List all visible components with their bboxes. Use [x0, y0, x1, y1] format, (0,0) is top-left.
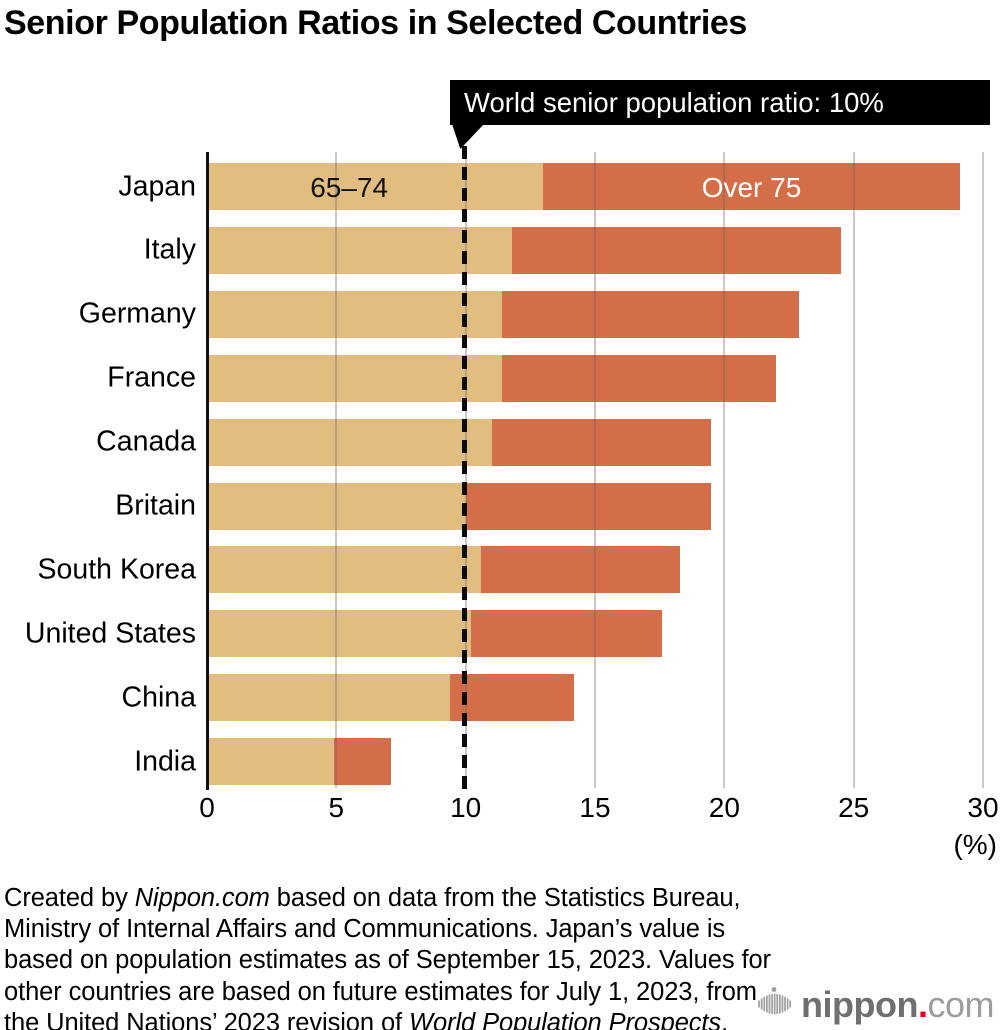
logo-text-nippon: nippon	[801, 984, 918, 1025]
x-tick-label-10: 10	[450, 792, 482, 823]
source-note-line: other countries are based on future esti…	[4, 977, 757, 1006]
logo-dot: .	[917, 984, 928, 1025]
bar-segment-france-65-74	[207, 354, 502, 402]
gridline-30	[982, 152, 984, 788]
category-label-south-korea: South Korea	[37, 553, 196, 586]
source-note-line: the United Nations’ 2023 revision of Wor…	[4, 1008, 729, 1030]
bar-segment-united-states-over-75	[470, 610, 663, 658]
gridline-20	[723, 152, 726, 788]
source-note: Created by Nippon.com based on data from…	[4, 883, 784, 1030]
logo-text-com: com	[927, 984, 994, 1025]
gridline-25	[852, 152, 855, 788]
x-tick-label-25: 25	[838, 792, 870, 823]
bar-segment-japan-over-75	[543, 163, 960, 210]
bar-segment-united-states-65-74	[207, 610, 471, 658]
x-tick-label-5: 5	[328, 792, 345, 823]
x-tick-label-0: 0	[199, 792, 215, 823]
bar-segment-canada-65-74	[207, 418, 492, 466]
chart-title: Senior Population Ratios in Selected Cou…	[4, 4, 747, 42]
x-tick-label-15: 15	[579, 792, 611, 823]
bar-segment-germany-over-75	[501, 290, 800, 338]
bar-segment-britain-over-75	[465, 482, 712, 530]
nippon-logo: nippon.com	[755, 984, 994, 1023]
category-label-canada: Canada	[96, 425, 196, 458]
source-note-line: Created by Nippon.com based on data from…	[4, 884, 741, 912]
gridline-5	[335, 152, 338, 788]
x-tick-label-20: 20	[708, 792, 740, 823]
bar-segment-canada-over-75	[491, 418, 712, 466]
bar-segment-south-korea-over-75	[481, 546, 681, 594]
category-label-china: China	[121, 681, 196, 714]
legend-label-65-74: 65–74	[310, 171, 389, 203]
x-axis-unit-label: (%)	[953, 829, 997, 860]
annotation-pointer-triangle	[452, 124, 484, 149]
legend-label-over-75: Over 75	[701, 171, 802, 203]
bar-segment-britain-65-74	[207, 482, 466, 530]
category-label-germany: Germany	[78, 297, 196, 330]
category-label-india: India	[134, 745, 196, 778]
bar-segment-south-korea-65-74	[207, 546, 482, 594]
bar-segment-italy-over-75	[512, 226, 841, 274]
bar-segment-france-over-75	[501, 354, 777, 402]
x-tick-label-30: 30	[967, 792, 999, 823]
source-note-line: Ministry of Internal Affairs and Communi…	[4, 915, 726, 944]
annotation-label: World senior population ratio: 10%	[464, 87, 884, 118]
bar-segment-china-65-74	[207, 674, 451, 722]
bar-segment-germany-65-74	[207, 290, 502, 338]
bar-segment-japan-65-74	[207, 163, 544, 210]
nippon-logo-text: nippon.com	[801, 987, 994, 1023]
category-label-italy: Italy	[143, 233, 196, 266]
gridline-15	[594, 152, 596, 788]
bar-segment-italy-65-74	[207, 226, 513, 274]
reference-line-annotation: World senior population ratio: 10%	[450, 80, 990, 125]
category-label-japan: Japan	[118, 170, 196, 202]
world-ratio-dashed-line	[462, 125, 467, 797]
bar-segment-india-over-75	[333, 738, 391, 786]
bar-segment-india-65-74	[207, 738, 334, 786]
category-label-france: France	[107, 361, 196, 394]
nippon-logo-icon	[758, 987, 792, 1015]
bar-segment-china-over-75	[450, 674, 575, 722]
source-note-line: based on population estimates as of Sept…	[4, 946, 771, 975]
y-axis-line	[205, 152, 209, 790]
category-label-britain: Britain	[115, 489, 196, 522]
category-label-united-states: United States	[24, 617, 196, 650]
